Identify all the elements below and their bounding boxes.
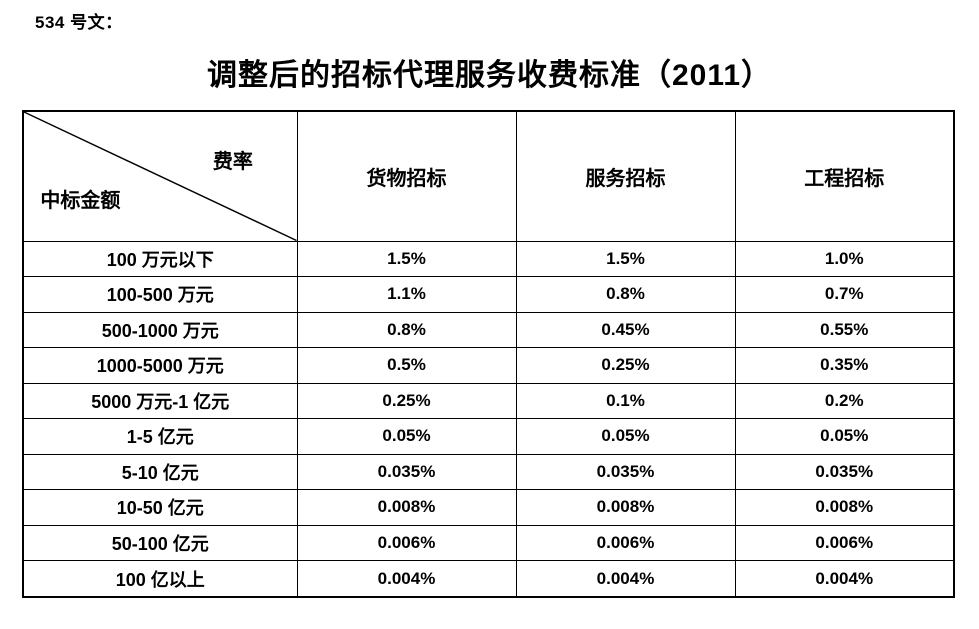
table-row: 5000 万元-1 亿元 0.25% 0.1% 0.2%	[22, 382, 955, 420]
rate-cell-services: 0.1%	[515, 382, 736, 420]
column-header-services-bidding: 服务招标	[515, 110, 736, 242]
rate-cell-goods: 0.5%	[296, 347, 517, 384]
doc-number-label: 534 号文：	[35, 13, 123, 32]
rate-cell-goods: 1.1%	[296, 276, 517, 313]
page-title: 调整后的招标代理服务收费标准（2011）	[206, 59, 773, 92]
corner-label-rate: 费率	[212, 151, 253, 174]
rate-cell-goods: 1.5%	[296, 240, 517, 278]
rate-cell-services: 1.5%	[515, 240, 736, 278]
fee-table: 费率 中标金额 货物招标 服务招标 工程招标 100 万元以下 1.5% 1.5…	[22, 110, 955, 598]
rate-cell-services: 0.004%	[515, 560, 736, 598]
amount-cell: 1000-5000 万元	[22, 347, 298, 384]
amount-cell: 100-500 万元	[22, 276, 298, 313]
rate-cell-works: 0.004%	[734, 560, 955, 598]
rate-cell-works: 0.035%	[734, 453, 955, 491]
rate-cell-works: 0.006%	[734, 524, 955, 562]
rate-cell-services: 0.05%	[515, 418, 736, 455]
table-row: 100 亿以上 0.004% 0.004% 0.004%	[22, 560, 955, 598]
rate-cell-goods: 0.05%	[296, 418, 517, 455]
rate-cell-goods: 0.035%	[296, 453, 517, 491]
table-row: 50-100 亿元 0.006% 0.006% 0.006%	[22, 524, 955, 562]
rate-cell-works: 0.55%	[734, 311, 955, 349]
rate-cell-services: 0.008%	[515, 489, 736, 526]
amount-cell: 500-1000 万元	[22, 311, 298, 349]
amount-cell: 100 万元以下	[22, 240, 298, 278]
header-row: 费率 中标金额 货物招标 服务招标 工程招标	[22, 110, 955, 242]
rate-cell-goods: 0.008%	[296, 489, 517, 526]
table-row: 1000-5000 万元 0.5% 0.25% 0.35%	[22, 347, 955, 384]
rate-cell-services: 0.035%	[515, 453, 736, 491]
table-row: 10-50 亿元 0.008% 0.008% 0.008%	[22, 489, 955, 526]
table-row: 100-500 万元 1.1% 0.8% 0.7%	[22, 276, 955, 313]
rate-cell-services: 0.8%	[515, 276, 736, 313]
amount-cell: 50-100 亿元	[22, 524, 298, 562]
corner-header-cell: 费率 中标金额	[22, 110, 298, 242]
amount-cell: 1-5 亿元	[22, 418, 298, 455]
table-row: 1-5 亿元 0.05% 0.05% 0.05%	[22, 418, 955, 455]
amount-cell: 5000 万元-1 亿元	[22, 382, 298, 420]
rate-cell-works: 1.0%	[734, 240, 955, 278]
amount-cell: 10-50 亿元	[22, 489, 298, 526]
corner-label-amount: 中标金额	[40, 189, 121, 212]
amount-cell: 100 亿以上	[22, 560, 298, 598]
rate-cell-services: 0.006%	[515, 524, 736, 562]
amount-cell: 5-10 亿元	[22, 453, 298, 491]
rate-cell-goods: 0.8%	[296, 311, 517, 349]
rate-cell-goods: 0.006%	[296, 524, 517, 562]
rate-cell-works: 0.008%	[734, 489, 955, 526]
rate-cell-goods: 0.25%	[296, 382, 517, 420]
rate-cell-works: 0.05%	[734, 418, 955, 455]
rate-cell-services: 0.45%	[515, 311, 736, 349]
table-row: 500-1000 万元 0.8% 0.45% 0.55%	[22, 311, 955, 349]
rate-cell-works: 0.7%	[734, 276, 955, 313]
rate-cell-works: 0.2%	[734, 382, 955, 420]
rate-cell-goods: 0.004%	[296, 560, 517, 598]
column-header-goods-bidding: 货物招标	[296, 110, 517, 242]
column-header-works-bidding: 工程招标	[734, 110, 955, 242]
rate-cell-services: 0.25%	[515, 347, 736, 384]
rate-cell-works: 0.35%	[734, 347, 955, 384]
diagonal-divider-line	[24, 112, 297, 241]
table-row: 100 万元以下 1.5% 1.5% 1.0%	[22, 240, 955, 278]
table-row: 5-10 亿元 0.035% 0.035% 0.035%	[22, 453, 955, 491]
